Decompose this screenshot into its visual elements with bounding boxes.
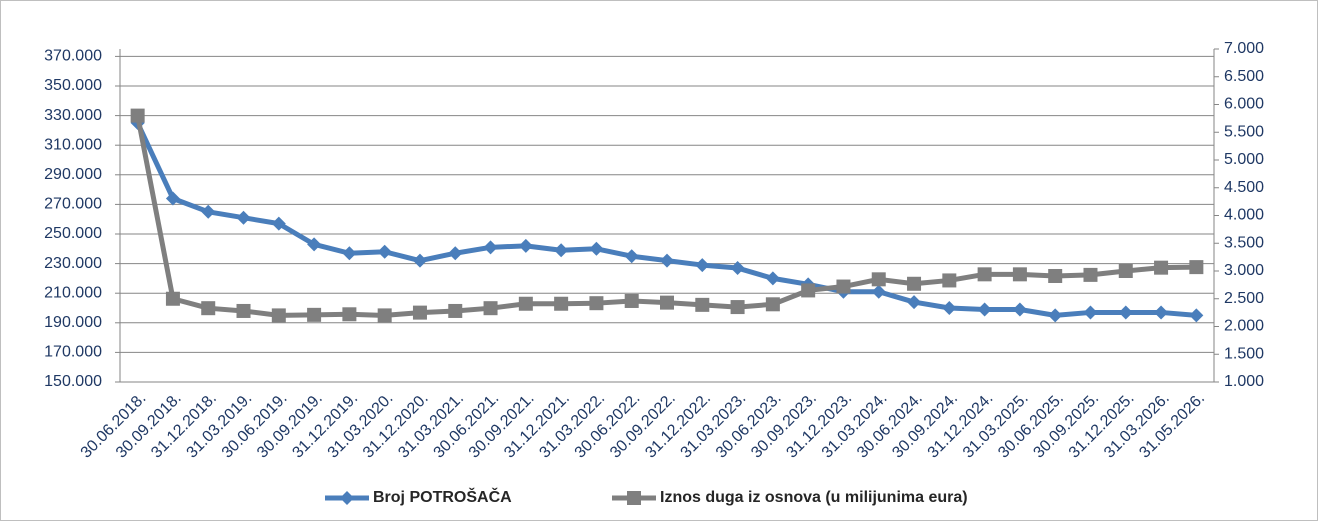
- marker: [836, 279, 851, 294]
- y-tick-label: 210.000: [44, 284, 102, 301]
- marker: [1012, 302, 1027, 317]
- marker: [730, 261, 745, 276]
- marker: [518, 296, 533, 311]
- marker: [1189, 308, 1204, 323]
- legend-label: Iznos duga iz osnova (u milijunima eura): [660, 489, 968, 506]
- marker: [448, 303, 463, 318]
- y-tick-label: 190.000: [44, 314, 102, 331]
- y2-tick-label: 7.000: [1224, 40, 1264, 57]
- marker: [1154, 260, 1169, 275]
- y2-tick-label: 4.500: [1224, 179, 1264, 196]
- marker: [1118, 264, 1133, 278]
- marker: [977, 302, 992, 317]
- y2-tick-label: 1.000: [1224, 373, 1264, 390]
- marker: [695, 297, 710, 312]
- marker: [412, 305, 427, 320]
- marker: [1048, 308, 1063, 323]
- marker: [1048, 268, 1063, 283]
- y-tick-label: 150.000: [44, 373, 102, 390]
- y2-tick-label: 5.500: [1224, 123, 1264, 140]
- marker: [1154, 305, 1169, 320]
- marker: [201, 204, 216, 219]
- marker: [518, 238, 533, 253]
- marker: [801, 283, 816, 298]
- y2-tick-label: 2.000: [1224, 318, 1264, 335]
- legend-marker: [627, 491, 641, 505]
- marker: [377, 244, 392, 259]
- legend-marker: [340, 491, 354, 505]
- legend-label: Broj POTROŠAČA: [373, 487, 512, 506]
- marker: [483, 301, 498, 316]
- marker: [871, 284, 886, 299]
- marker: [377, 308, 392, 323]
- marker: [871, 272, 886, 287]
- marker: [624, 249, 639, 264]
- marker: [660, 295, 674, 310]
- marker: [448, 246, 463, 261]
- marker: [907, 276, 922, 291]
- marker: [1083, 305, 1098, 320]
- marker: [1118, 305, 1133, 320]
- y2-tick-label: 3.000: [1224, 262, 1264, 279]
- y2-tick-label: 4.000: [1224, 207, 1264, 224]
- marker: [165, 191, 180, 206]
- marker: [412, 253, 427, 268]
- marker: [554, 296, 569, 311]
- y-tick-label: 270.000: [44, 196, 102, 213]
- marker: [342, 307, 357, 322]
- marker: [695, 258, 710, 273]
- marker: [201, 301, 216, 316]
- y-tick-label: 330.000: [44, 107, 102, 124]
- marker: [307, 307, 322, 322]
- marker: [271, 216, 286, 231]
- marker: [624, 293, 639, 308]
- marker: [660, 253, 674, 268]
- y2-tick-label: 6.000: [1224, 96, 1264, 113]
- marker: [589, 296, 604, 311]
- marker: [554, 243, 569, 258]
- marker: [342, 246, 357, 261]
- marker: [907, 295, 922, 310]
- marker: [307, 237, 322, 252]
- y2-tick-label: 5.000: [1224, 151, 1264, 168]
- marker: [1012, 267, 1027, 282]
- marker: [483, 240, 498, 255]
- marker: [977, 267, 992, 282]
- marker: [765, 271, 780, 286]
- y-tick-label: 230.000: [44, 255, 102, 272]
- y-tick-label: 370.000: [44, 48, 102, 65]
- y2-tick-label: 1.500: [1224, 345, 1264, 362]
- y-tick-label: 170.000: [44, 344, 102, 361]
- marker: [130, 108, 145, 123]
- marker: [236, 303, 251, 318]
- y2-tick-label: 2.500: [1224, 290, 1264, 307]
- marker: [1189, 260, 1204, 275]
- marker: [1083, 267, 1098, 282]
- marker: [236, 210, 251, 225]
- marker: [165, 291, 180, 306]
- y2-tick-label: 3.500: [1224, 234, 1264, 251]
- marker: [942, 301, 957, 315]
- marker: [589, 241, 604, 256]
- marker: [765, 297, 780, 312]
- y2-tick-label: 6.500: [1224, 68, 1264, 85]
- marker: [730, 300, 745, 315]
- y-tick-label: 250.000: [44, 225, 102, 242]
- y-tick-label: 350.000: [44, 77, 102, 94]
- y-tick-label: 310.000: [44, 136, 102, 153]
- marker: [271, 308, 286, 323]
- y-tick-label: 290.000: [44, 166, 102, 183]
- marker: [942, 273, 957, 288]
